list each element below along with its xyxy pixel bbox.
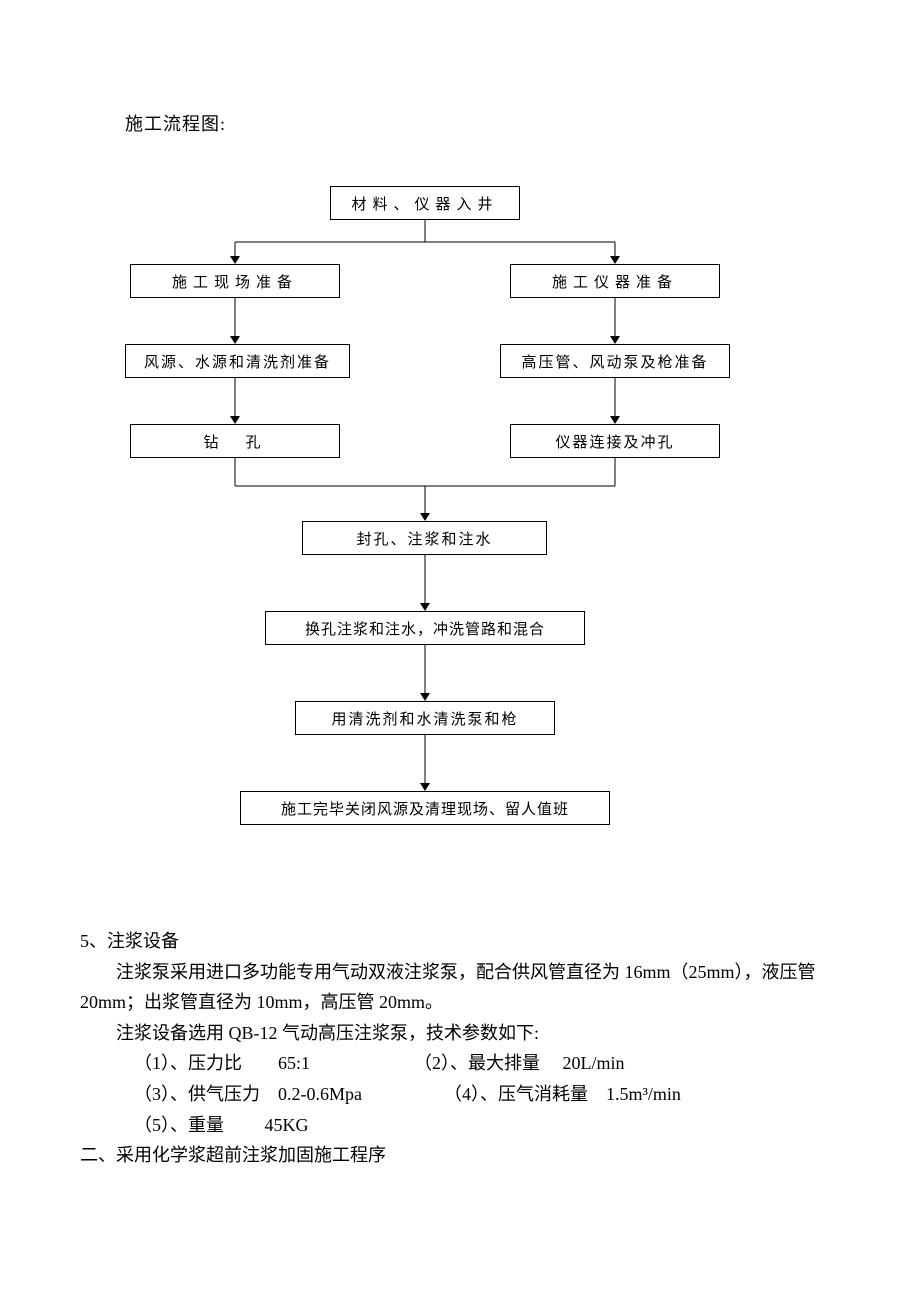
flowchart-node: 施工仪器准备	[510, 264, 720, 298]
params-block: （1）、压力比 65:1 （2）、最大排量 20L/min （3）、供气压力 0…	[80, 1048, 840, 1140]
section-5-heading: 5、注浆设备	[80, 926, 840, 957]
flowchart-node: 钻 孔	[130, 424, 340, 458]
section-5-para-1: 注浆泵采用进口多功能专用气动双液注浆泵，配合供风管直径为 16mm（25mm），…	[80, 957, 840, 1018]
param-cell: （1）、压力比 65:1	[134, 1048, 414, 1079]
param-cell: （5）、重量 45KG	[134, 1110, 444, 1141]
param-cell: （2）、最大排量 20L/min	[414, 1048, 625, 1079]
flowchart-title: 施工流程图:	[125, 110, 840, 136]
param-cell: （4）、压气消耗量 1.5m³/min	[444, 1079, 681, 1110]
param-cell: （3）、供气压力 0.2-0.6Mpa	[134, 1079, 444, 1110]
flowchart-node: 施工现场准备	[130, 264, 340, 298]
flowchart-node: 风源、水源和清洗剂准备	[125, 344, 350, 378]
flowchart-node: 仪器连接及冲孔	[510, 424, 720, 458]
flowchart-node: 施工完毕关闭风源及清理现场、留人值班	[240, 791, 610, 825]
param-row: （1）、压力比 65:1 （2）、最大排量 20L/min	[134, 1048, 840, 1079]
flowchart-node: 高压管、风动泵及枪准备	[500, 344, 730, 378]
flowchart-node: 用清洗剂和水清洗泵和枪	[295, 701, 555, 735]
section-2-heading: 二、采用化学浆超前注浆加固施工程序	[80, 1140, 840, 1171]
param-row: （3）、供气压力 0.2-0.6Mpa （4）、压气消耗量 1.5m³/min	[134, 1079, 840, 1110]
flowchart-diagram: 材料、仪器入井施工现场准备 施工仪器准备风源、水源和清洗剂准备 高压管、风动泵及枪准…	[80, 186, 840, 896]
flowchart-node: 封孔、注浆和注水	[302, 521, 547, 555]
flowchart-node: 材料、仪器入井	[330, 186, 520, 220]
param-row: （5）、重量 45KG	[134, 1110, 840, 1141]
flowchart-node: 换孔注浆和注水，冲洗管路和混合	[265, 611, 585, 645]
page-container: 施工流程图: 材料、仪器入井施工现场准备 施工仪器准备风源、水源和清洗剂准备 高压管…	[0, 0, 920, 1231]
body-text: 5、注浆设备 注浆泵采用进口多功能专用气动双液注浆泵，配合供风管直径为 16mm…	[80, 926, 840, 1171]
section-5-para-2: 注浆设备选用 QB-12 气动高压注浆泵，技术参数如下:	[80, 1018, 840, 1049]
